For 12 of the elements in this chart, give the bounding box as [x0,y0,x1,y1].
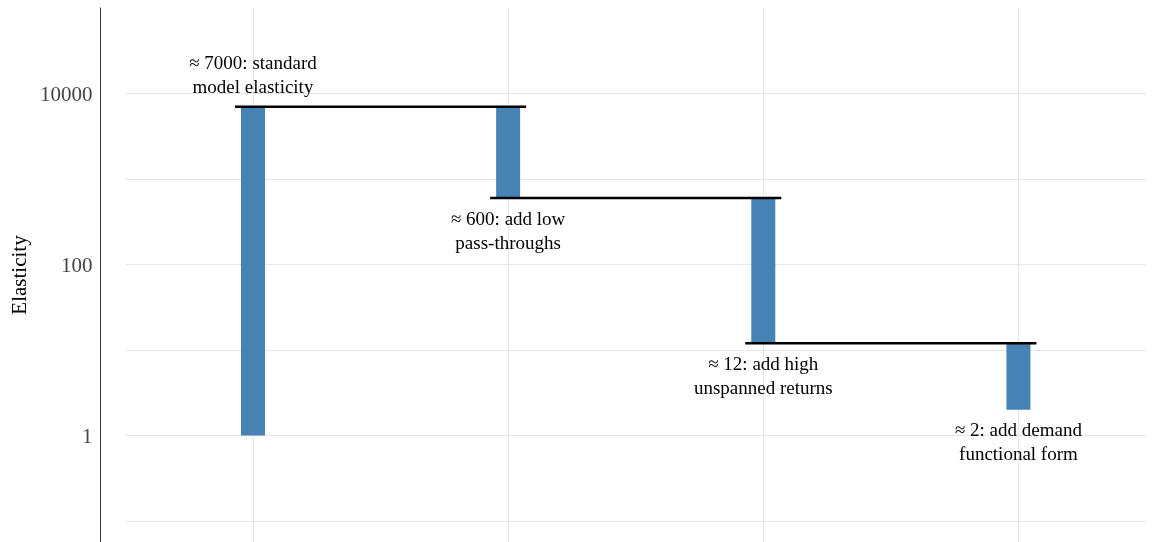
y-tick-label: 100 [60,252,93,277]
annotation: ≈ 7000: standard model elasticity [189,52,318,98]
annotation: ≈ 12: add high unspanned returns [693,352,833,398]
bar [1006,343,1031,410]
bar [751,198,776,344]
y-tick-label: 1 [81,423,93,448]
y-tick-label: 10000 [39,81,93,106]
annotation: ≈ 2: add demand functional form [954,419,1083,465]
bar [240,106,265,436]
annotation: ≈ 600: add low pass-throughs [450,207,566,253]
bar [496,106,521,199]
y-axis-title: Elasticity [6,234,31,315]
